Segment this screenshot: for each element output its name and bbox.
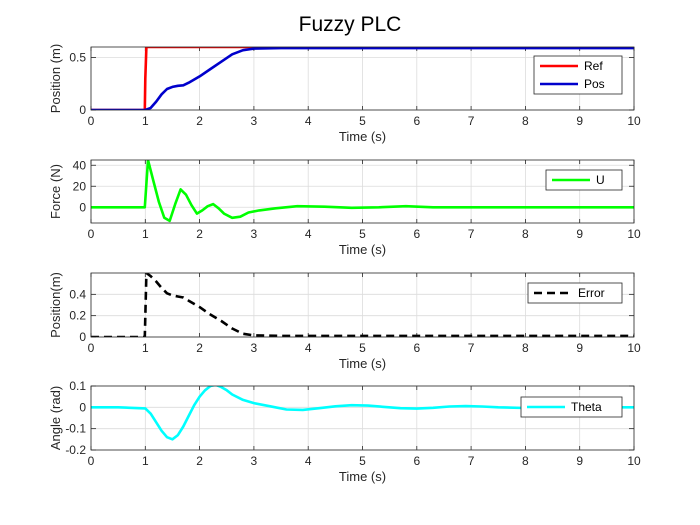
legend-box bbox=[520, 396, 623, 418]
x-axis-label: Time (s) bbox=[339, 356, 386, 371]
x-tick-label: 0 bbox=[88, 454, 95, 468]
x-tick-label: 4 bbox=[305, 341, 312, 355]
x-tick-label: 3 bbox=[251, 227, 258, 241]
y-tick-label: 0.4 bbox=[69, 287, 86, 301]
x-tick-label: 10 bbox=[627, 341, 641, 355]
x-tick-label: 2 bbox=[196, 454, 203, 468]
x-tick-label: 1 bbox=[142, 114, 149, 128]
x-tick-label: 6 bbox=[413, 227, 420, 241]
figure-title: Fuzzy PLC bbox=[299, 13, 402, 36]
x-axis-label: Time (s) bbox=[339, 469, 386, 484]
y-tick-label: 0 bbox=[79, 200, 86, 214]
x-tick-label: 10 bbox=[627, 114, 641, 128]
y-tick-label: -0.1 bbox=[65, 422, 86, 436]
series-line-error bbox=[91, 273, 634, 337]
x-tick-label: 10 bbox=[627, 227, 641, 241]
x-tick-label: 1 bbox=[142, 341, 149, 355]
x-tick-label: 6 bbox=[413, 454, 420, 468]
x-tick-label: 4 bbox=[305, 454, 312, 468]
y-tick-label: 20 bbox=[73, 179, 87, 193]
x-tick-label: 8 bbox=[522, 341, 529, 355]
legend-label-u: U bbox=[596, 173, 605, 187]
axes-frame bbox=[90, 46, 635, 111]
x-tick-label: 9 bbox=[576, 341, 583, 355]
x-tick-label: 0 bbox=[88, 341, 95, 355]
y-axis-label: Position(m) bbox=[48, 272, 63, 338]
x-tick-label: 9 bbox=[576, 454, 583, 468]
x-tick-label: 8 bbox=[522, 227, 529, 241]
legend-box bbox=[527, 282, 623, 304]
series-line-theta bbox=[91, 386, 634, 441]
axes-frame bbox=[90, 272, 635, 338]
y-tick-label: 40 bbox=[73, 158, 87, 172]
legend: Error bbox=[527, 282, 623, 304]
x-tick-label: 2 bbox=[196, 227, 203, 241]
legend-label-ref: Ref bbox=[584, 59, 603, 73]
subplot-2: 0 1 2 3 4 5 6 7 8 9 10 0 20 40 Time (s) Force (N) U bbox=[48, 158, 641, 257]
x-tick-label: 5 bbox=[359, 114, 366, 128]
legend-label-theta: Theta bbox=[571, 400, 602, 414]
subplot-4: 0 1 2 3 4 5 6 7 8 9 10 0.1 0 -0.1 -0.2 Time (s) Angle (r… bbox=[48, 379, 641, 484]
y-tick-label: 0.2 bbox=[69, 309, 86, 323]
axes-frame bbox=[90, 159, 635, 224]
x-tick-label: 6 bbox=[413, 114, 420, 128]
legend: Ref Pos bbox=[533, 55, 623, 95]
x-tick-label: 5 bbox=[359, 454, 366, 468]
axes-frame bbox=[90, 385, 635, 451]
x-tick-label: 5 bbox=[359, 227, 366, 241]
y-tick-label: 0 bbox=[79, 400, 86, 414]
x-tick-label: 2 bbox=[196, 114, 203, 128]
x-axis-label: Time (s) bbox=[339, 242, 386, 257]
x-tick-label: 1 bbox=[142, 227, 149, 241]
x-tick-label: 2 bbox=[196, 341, 203, 355]
x-tick-label: 8 bbox=[522, 454, 529, 468]
y-tick-label: -0.2 bbox=[65, 443, 86, 457]
x-tick-label: 4 bbox=[305, 114, 312, 128]
x-tick-label: 3 bbox=[251, 114, 258, 128]
y-tick-label: 0.5 bbox=[69, 51, 86, 65]
x-tick-label: 4 bbox=[305, 227, 312, 241]
legend-label-error: Error bbox=[578, 286, 605, 300]
x-tick-label: 3 bbox=[251, 454, 258, 468]
legend-box bbox=[533, 55, 623, 95]
x-tick-label: 7 bbox=[468, 227, 475, 241]
x-tick-label: 7 bbox=[468, 341, 475, 355]
x-tick-label: 7 bbox=[468, 114, 475, 128]
legend: Theta bbox=[520, 396, 623, 418]
x-tick-label: 7 bbox=[468, 454, 475, 468]
x-tick-label: 8 bbox=[522, 114, 529, 128]
x-tick-label: 9 bbox=[576, 114, 583, 128]
x-tick-label: 6 bbox=[413, 341, 420, 355]
y-tick-label: 0.1 bbox=[69, 379, 86, 393]
series-line-ref bbox=[91, 47, 634, 110]
x-tick-label: 0 bbox=[88, 114, 95, 128]
series-line-pos bbox=[91, 47, 634, 110]
y-tick-label: 0 bbox=[79, 103, 86, 117]
x-tick-label: 10 bbox=[627, 454, 641, 468]
y-axis-label: Angle (rad) bbox=[48, 386, 63, 450]
y-tick-label: 0 bbox=[79, 330, 86, 344]
legend: U bbox=[545, 169, 623, 191]
series-line-u bbox=[91, 160, 634, 223]
y-axis-label: Force (N) bbox=[48, 164, 63, 219]
x-tick-label: 1 bbox=[142, 454, 149, 468]
legend-label-pos: Pos bbox=[584, 77, 605, 91]
y-axis-label: Position (m) bbox=[48, 44, 63, 113]
subplot-1: 0 1 2 3 4 5 6 7 8 9 10 0 0.5 Time (s) Position (m) Ref P… bbox=[48, 44, 641, 144]
x-tick-label: 5 bbox=[359, 341, 366, 355]
x-axis-label: Time (s) bbox=[339, 129, 386, 144]
x-tick-label: 3 bbox=[251, 341, 258, 355]
x-tick-label: 9 bbox=[576, 227, 583, 241]
x-tick-label: 0 bbox=[88, 227, 95, 241]
subplot-3: 0 1 2 3 4 5 6 7 8 9 10 0 0.2 0.4 Time (s) Position(m) Er… bbox=[48, 272, 641, 371]
